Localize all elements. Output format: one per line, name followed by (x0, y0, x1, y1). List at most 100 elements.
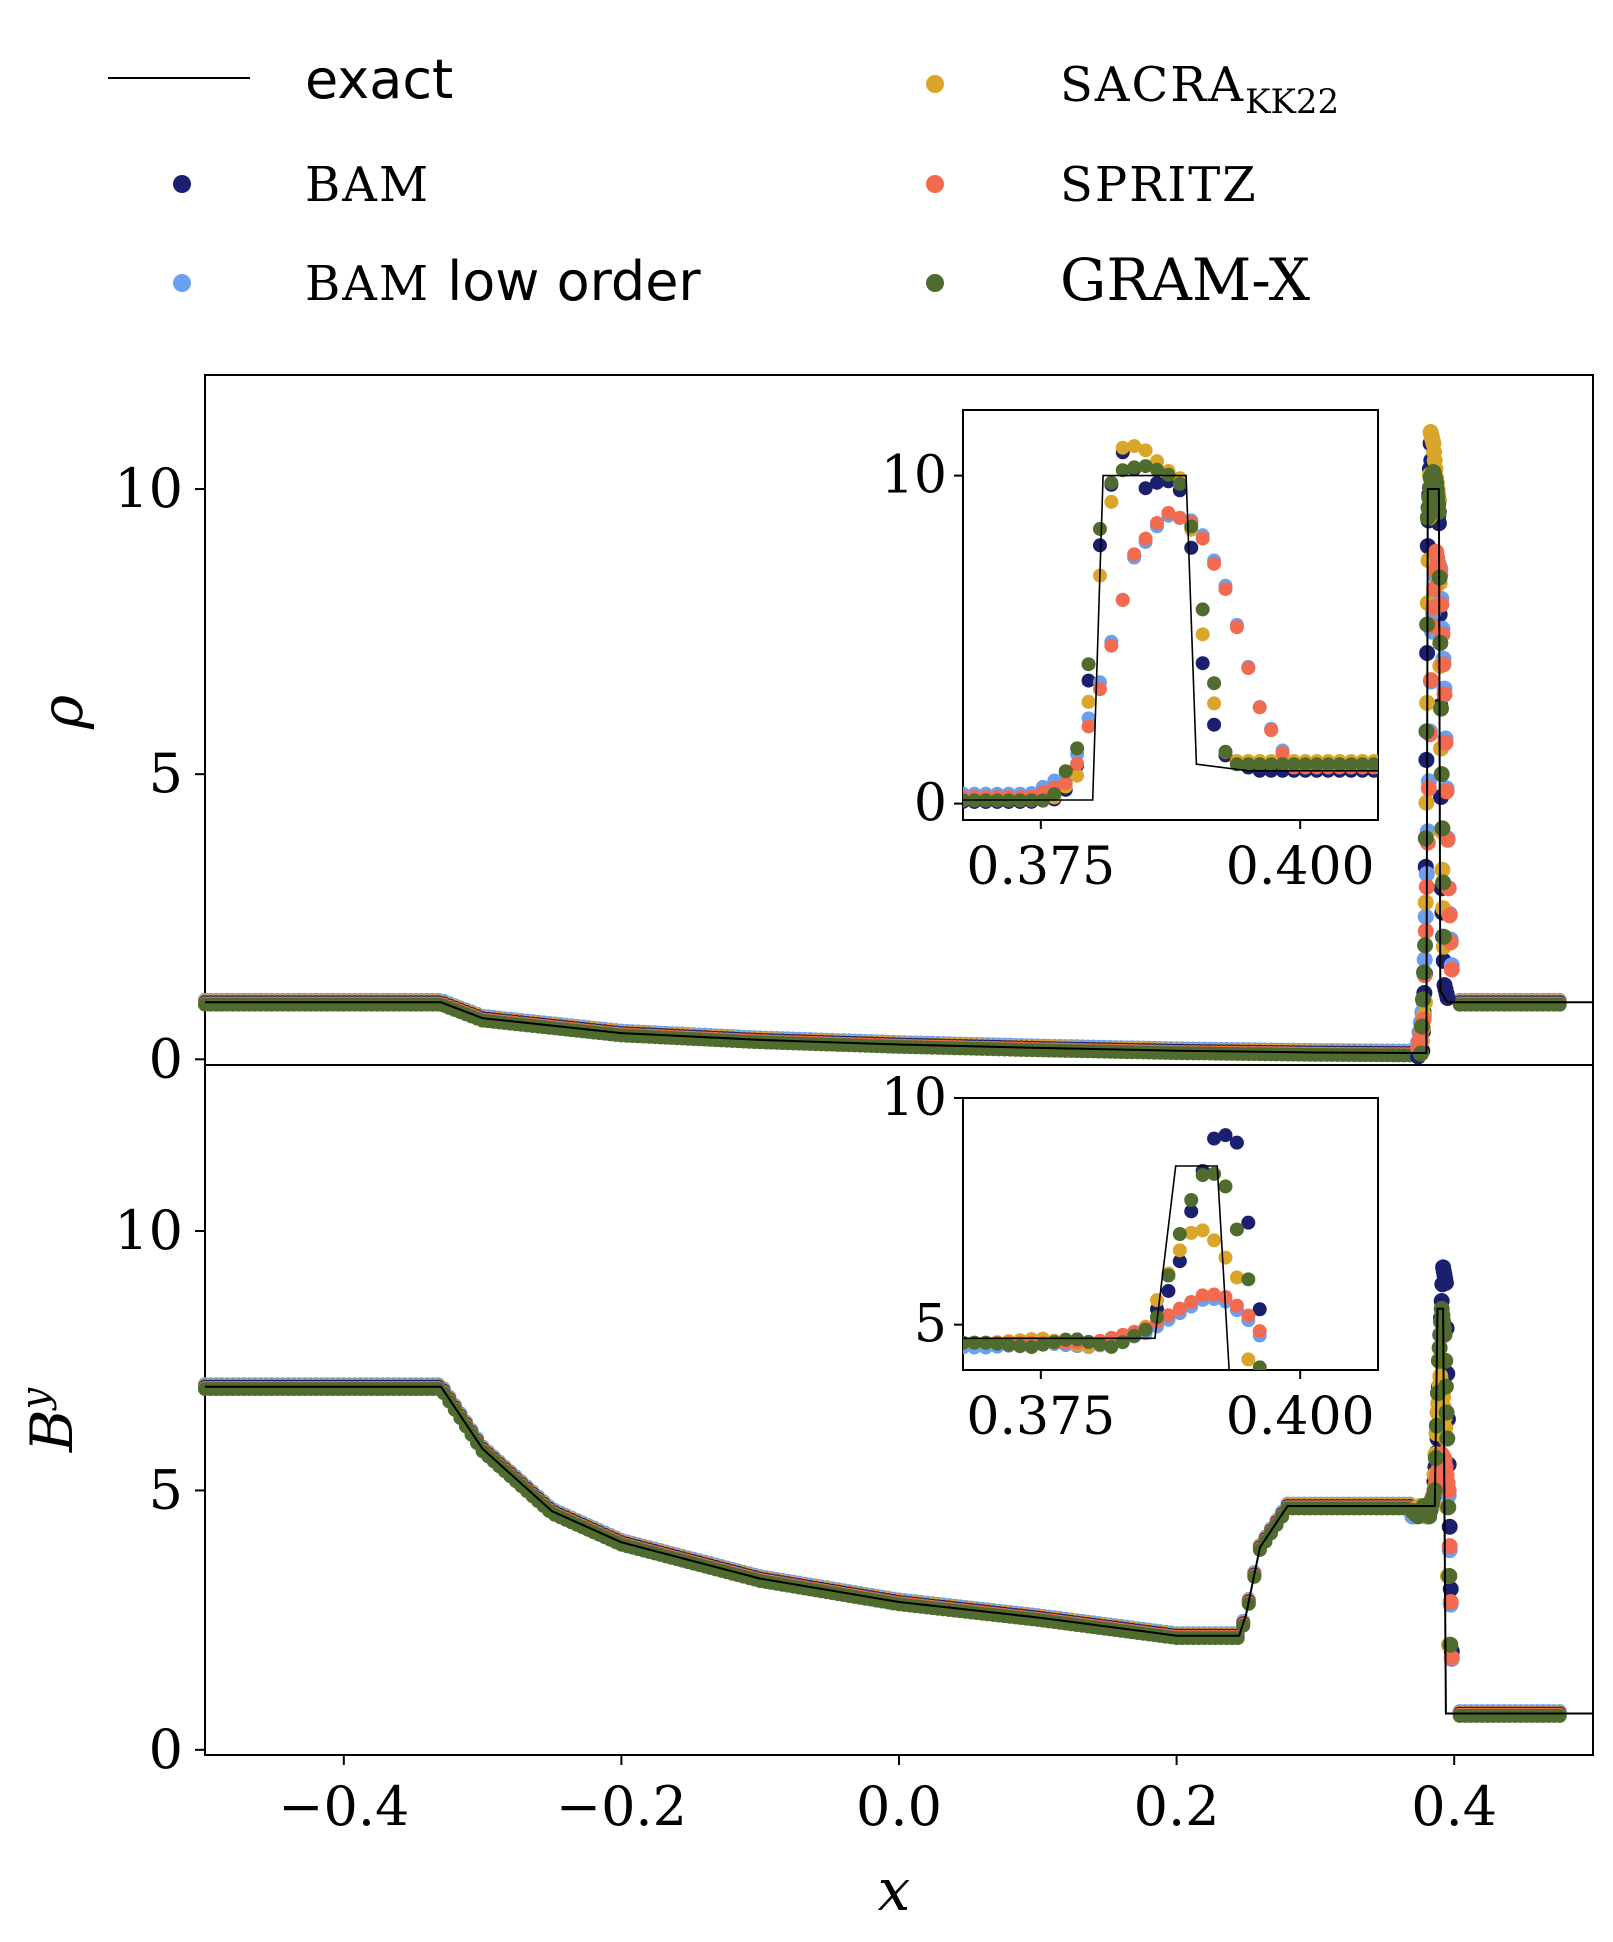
inset-point-spritz (1241, 1308, 1256, 1323)
point-spritz (1420, 780, 1437, 797)
inset-point-bam (1229, 1135, 1244, 1150)
series-exact-line (205, 1307, 1593, 1715)
point-gram-x (1416, 964, 1433, 981)
inset-point-sacra-kk22 (1150, 1293, 1165, 1308)
series-exact-line (205, 488, 1593, 1054)
inset-point-spritz (1104, 638, 1119, 653)
inset-by: 5 10 0.375 0.400 (881, 1068, 1379, 1482)
point-gram-x (1440, 1499, 1457, 1516)
inset-point-gram-x (1195, 1168, 1210, 1183)
point-bam-low-order (1416, 951, 1433, 968)
inset-point-sacra-kk22 (1195, 1223, 1210, 1238)
xtick-label: −0.4 (278, 1775, 409, 1838)
inset-ytick-label: 0 (914, 774, 947, 834)
inset-point-sacra-kk22 (1172, 1243, 1187, 1258)
xtick-label: 0.2 (1134, 1775, 1220, 1838)
legend-label-gramx: GRAM-X (1060, 246, 1311, 314)
inset-xtick-label: 0.375 (966, 837, 1115, 897)
point-gram-x (1414, 991, 1431, 1008)
inset-point-gram-x (1161, 1268, 1176, 1283)
inset-point-gram-x (1035, 1337, 1050, 1352)
inset-point-gram-x (1286, 757, 1301, 772)
series-gram-x-band (198, 1382, 1567, 1723)
point-gram-x (1417, 937, 1434, 954)
point-spritz (1436, 686, 1453, 703)
inset-point-gram-x (1092, 521, 1107, 536)
inset-point-spritz (1150, 516, 1165, 531)
inset-point-sacra-kk22 (1195, 627, 1210, 642)
legend: exact BAM BAM low order SACRAKK22 SPRITZ… (108, 48, 1339, 314)
legend-label-exact: exact (305, 48, 453, 111)
inset-xtick-label: 0.400 (1226, 837, 1375, 897)
point-spritz (1441, 907, 1458, 924)
inset-point-gram-x (1309, 757, 1324, 772)
inset-point-gram-x (1344, 757, 1359, 772)
inset-point-spritz (1081, 719, 1096, 734)
inset-point-gram-x (1332, 757, 1347, 772)
legend-label-bam: BAM (305, 157, 430, 213)
legend-label-spritz: SPRITZ (1060, 157, 1258, 213)
inset-point-spritz (1241, 661, 1256, 676)
inset-point-gram-x (1195, 602, 1210, 617)
inset-point-gram-x (1092, 1337, 1107, 1352)
inset-point-sacra-kk22 (1115, 440, 1130, 455)
point-bam (1441, 1518, 1458, 1535)
legend-label-sacra: SACRAKK22 (1060, 57, 1339, 122)
inset-point-sacra-kk22 (1241, 1352, 1256, 1367)
inset-point-gram-x (1070, 741, 1085, 756)
point-gram-x (1433, 700, 1450, 717)
inset-point-gram-x (1138, 459, 1153, 474)
point-gram-x (1552, 997, 1567, 1012)
point-spritz (1443, 961, 1460, 978)
inset-point-spritz (1195, 531, 1210, 546)
panel-by-frame (204, 1064, 1594, 1756)
point-spritz (1440, 1482, 1457, 1499)
inset-point-gram-x (1001, 1337, 1016, 1352)
inset-point-gram-x (1127, 1329, 1142, 1343)
inset-point-gram-x (1070, 1332, 1085, 1347)
inset-point-gram-x (967, 1335, 982, 1350)
inset-point-spritz (1207, 1287, 1222, 1302)
inset-point-spritz (1092, 682, 1107, 697)
inset-point-spritz (1070, 756, 1085, 771)
panel-by-xticks: −0.4 −0.2 0.0 0.2 0.4 (278, 1755, 1497, 1838)
inset-point-sacra-kk22 (1081, 694, 1096, 709)
point-gram-x (1434, 820, 1451, 837)
inset-point-sacra-kk22 (1127, 439, 1142, 454)
inset-point-gram-x (1172, 1227, 1187, 1241)
ytick-label: 5 (149, 742, 183, 805)
inset-exact-line (963, 474, 1378, 801)
inset-point-bam (1138, 481, 1153, 496)
inset-xtick-label: 0.375 (966, 1387, 1115, 1447)
inset-point-spritz (1275, 745, 1290, 760)
legend-bam-low-order-marker (173, 274, 191, 292)
point-spritz (1422, 672, 1439, 689)
inset-point-gram-x (1207, 1166, 1222, 1181)
point-spritz (1442, 1593, 1459, 1610)
inset-ytick-label: 10 (881, 1068, 947, 1128)
point-gram-x (1436, 1326, 1453, 1343)
inset-point-gram-x (1104, 1339, 1119, 1354)
inset-point-bam-low-order (1276, 1468, 1290, 1482)
inset-point-sacra-kk22 (1218, 1250, 1233, 1265)
inset-point-gram-x (978, 1335, 993, 1350)
inset-point-bam (1207, 717, 1222, 732)
inset-point-bam (1150, 475, 1165, 490)
point-spritz (1435, 656, 1452, 673)
inset-point-gram-x (1275, 757, 1290, 772)
panel-by-ylabel-sup: y (13, 1387, 57, 1411)
inset-point-gram-x (1081, 657, 1096, 672)
point-spritz (1437, 734, 1454, 751)
inset-point-spritz (1229, 620, 1244, 635)
inset-point-gram-x (1207, 676, 1222, 691)
inset-point-bam (1276, 1462, 1290, 1476)
point-gram-x (1439, 1430, 1456, 1447)
point-spritz (1443, 1649, 1460, 1666)
inset-point-bam (1195, 656, 1210, 671)
point-gram-x (1435, 874, 1452, 891)
inset-point-gram-x (1264, 1449, 1278, 1463)
inset-point-bam (1184, 540, 1199, 555)
inset-point-spritz (1218, 582, 1233, 597)
inset-point-bam (1218, 1128, 1233, 1143)
